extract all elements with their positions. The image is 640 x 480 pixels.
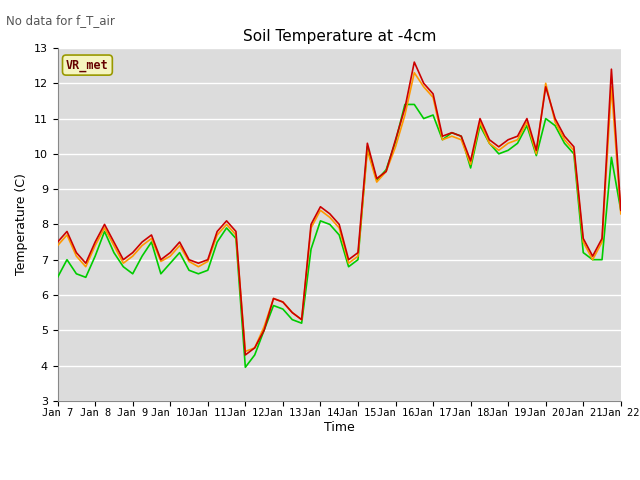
Y-axis label: Temperature (C): Temperature (C): [15, 173, 28, 276]
Tsoil set 2: [561, 137, 568, 143]
Tsoil set 1: [410, 59, 418, 65]
Tsoil set 1: [166, 250, 174, 255]
Tsoil set 3: [241, 364, 249, 370]
Tsoil set 1: [241, 352, 249, 358]
Tsoil set 1: [561, 133, 568, 139]
Tsoil set 3: [364, 144, 371, 150]
Tsoil set 2: [54, 243, 61, 249]
Tsoil set 2: [617, 211, 625, 216]
Tsoil set 3: [617, 207, 625, 213]
Line: Tsoil set 3: Tsoil set 3: [58, 105, 621, 367]
Tsoil set 3: [54, 275, 61, 280]
Line: Tsoil set 1: Tsoil set 1: [58, 62, 621, 355]
Line: Tsoil set 2: Tsoil set 2: [58, 72, 621, 351]
Tsoil set 1: [401, 105, 409, 111]
Tsoil set 2: [241, 348, 249, 354]
Tsoil set 1: [364, 140, 371, 146]
Tsoil set 2: [410, 70, 418, 75]
Tsoil set 2: [401, 112, 409, 118]
Tsoil set 2: [166, 253, 174, 259]
Tsoil set 3: [166, 260, 174, 266]
Tsoil set 1: [260, 327, 268, 333]
Title: Soil Temperature at -4cm: Soil Temperature at -4cm: [243, 29, 436, 44]
Tsoil set 3: [260, 327, 268, 333]
Tsoil set 3: [185, 267, 193, 273]
Tsoil set 2: [185, 259, 193, 264]
Tsoil set 3: [561, 140, 568, 146]
X-axis label: Time: Time: [324, 421, 355, 434]
Tsoil set 1: [617, 207, 625, 213]
Text: No data for f_T_air: No data for f_T_air: [6, 14, 115, 27]
Tsoil set 3: [410, 102, 418, 108]
Tsoil set 3: [401, 102, 409, 108]
Tsoil set 1: [54, 239, 61, 245]
Tsoil set 1: [185, 257, 193, 263]
Tsoil set 2: [260, 324, 268, 330]
Text: VR_met: VR_met: [66, 59, 109, 72]
Legend: Tsoil set 1, Tsoil set 2, Tsoil set 3: Tsoil set 1, Tsoil set 2, Tsoil set 3: [170, 478, 508, 480]
Tsoil set 2: [364, 147, 371, 153]
